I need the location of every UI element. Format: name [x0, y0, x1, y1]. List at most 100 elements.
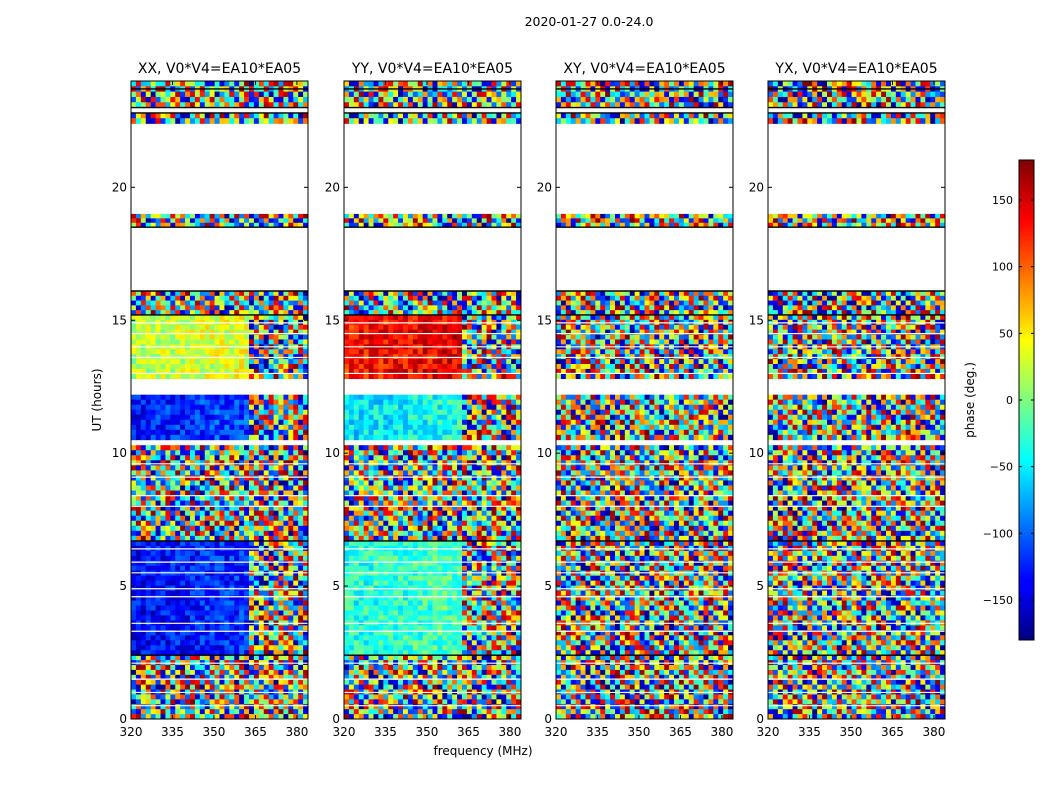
heatmap-cell	[378, 610, 384, 616]
heatmap-cell	[249, 600, 255, 606]
heatmap-cell	[219, 665, 225, 671]
heatmap-cell	[447, 575, 453, 581]
heatmap-cell	[135, 334, 142, 340]
heatmap-cell	[150, 218, 156, 224]
heatmap-cell	[199, 305, 206, 311]
heatmap-cell	[180, 349, 186, 355]
heatmap-cell	[155, 359, 161, 365]
heatmap-cell	[506, 475, 512, 481]
heatmap-cell	[496, 605, 502, 611]
heatmap-cell	[155, 419, 161, 426]
heatmap-cell	[491, 665, 497, 671]
heatmap-cell	[199, 359, 206, 365]
heatmap-cell	[353, 565, 360, 572]
heatmap-cell	[194, 429, 201, 436]
heatmap-cell	[496, 630, 502, 636]
heatmap-cell	[170, 102, 176, 108]
heatmap-cell	[293, 445, 299, 451]
heatmap-cell	[224, 291, 230, 297]
heatmap-cell	[131, 218, 137, 224]
heatmap-cell	[214, 650, 220, 656]
heatmap-cell	[180, 595, 186, 601]
heatmap-cell	[199, 665, 206, 671]
heatmap-cell	[363, 709, 369, 715]
heatmap-cell	[155, 694, 161, 700]
heatmap-cell	[283, 295, 289, 301]
heatmap-cell	[185, 213, 191, 219]
heatmap-cell	[491, 630, 497, 636]
heatmap-cell	[258, 684, 265, 690]
heatmap-cell	[219, 580, 225, 586]
heatmap-cell	[190, 394, 196, 400]
heatmap-cell	[170, 635, 176, 641]
heatmap-cell	[140, 610, 147, 616]
heatmap-cell	[185, 655, 191, 661]
heatmap-cell	[145, 470, 151, 476]
heatmap-cell	[165, 510, 171, 517]
heatmap-cell	[303, 324, 309, 330]
heatmap-cell	[383, 679, 389, 685]
heatmap-cell	[268, 349, 274, 355]
heatmap-cell	[135, 679, 142, 685]
heatmap-cell	[180, 709, 186, 715]
heatmap-cell	[219, 300, 225, 306]
heatmap-cell	[273, 655, 279, 661]
heatmap-cell	[388, 575, 394, 581]
heatmap-cell	[298, 610, 304, 616]
heatmap-cell	[224, 605, 230, 611]
heatmap-cell	[476, 590, 482, 596]
heatmap-cell	[194, 630, 201, 636]
heatmap-cell	[303, 630, 309, 636]
heatmap-cell	[383, 669, 389, 676]
heatmap-cell	[278, 525, 284, 532]
heatmap-cell	[214, 465, 220, 471]
heatmap-cell	[407, 550, 414, 557]
heatmap-cell	[234, 419, 240, 426]
heatmap-cell	[303, 495, 309, 501]
heatmap-cell	[432, 684, 438, 690]
heatmap-cell	[131, 575, 137, 581]
heatmap-cell	[288, 590, 294, 596]
heatmap-cell	[258, 434, 265, 441]
heatmap-cell	[481, 540, 487, 547]
heatmap-cell	[273, 485, 279, 491]
heatmap-cell	[165, 368, 171, 375]
heatmap-cell	[344, 665, 350, 671]
heatmap-cell	[239, 650, 245, 656]
heatmap-cell	[388, 465, 394, 471]
heatmap-cell	[190, 102, 196, 108]
heatmap-cell	[150, 650, 156, 656]
heatmap-cell	[209, 368, 215, 375]
heatmap-cell	[145, 475, 151, 481]
heatmap-cell	[452, 684, 458, 690]
heatmap-cell	[283, 364, 289, 370]
heatmap-cell	[190, 445, 196, 451]
heatmap-cell	[403, 669, 409, 676]
heatmap-cell	[214, 339, 220, 345]
heatmap-cell	[209, 540, 215, 547]
heatmap-cell	[249, 414, 255, 421]
heatmap-cell	[501, 699, 507, 705]
heatmap-cell	[258, 305, 265, 311]
heatmap-cell	[155, 354, 161, 360]
heatmap-cell	[303, 81, 309, 87]
heatmap-cell	[253, 550, 260, 557]
heatmap-cell	[496, 615, 502, 621]
heatmap-cell	[283, 535, 289, 542]
heatmap-cell	[293, 605, 299, 611]
heatmap-cell	[432, 600, 438, 606]
heatmap-cell	[378, 679, 384, 685]
heatmap-cell	[234, 291, 240, 297]
heatmap-cell	[253, 655, 260, 661]
heatmap-cell	[278, 455, 284, 461]
heatmap-cell	[298, 414, 304, 421]
heatmap-cell	[253, 409, 260, 416]
heatmap-cell	[224, 455, 230, 461]
heatmap-cell	[150, 645, 156, 651]
heatmap-cell	[160, 709, 166, 715]
heatmap-cell	[506, 665, 512, 671]
heatmap-cell	[471, 580, 478, 586]
heatmap-cell	[194, 399, 201, 406]
heatmap-cell	[229, 118, 235, 124]
heatmap-cell	[263, 515, 269, 522]
